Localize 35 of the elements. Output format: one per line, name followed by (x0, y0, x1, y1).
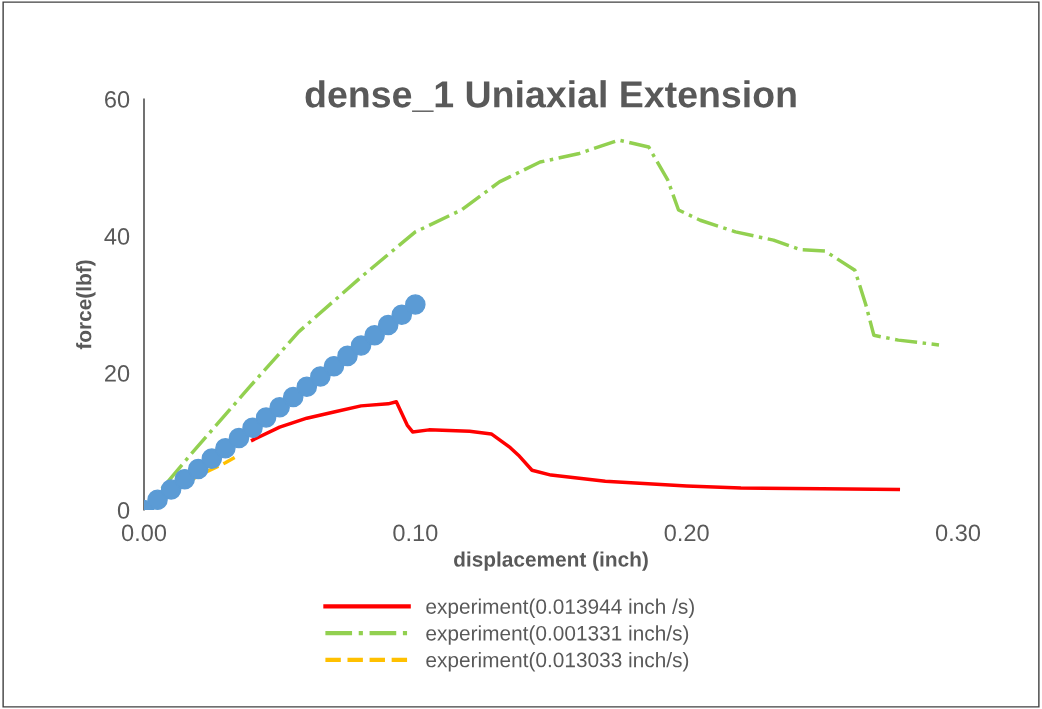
x-tick-label: 0.20 (664, 524, 709, 542)
point (310, 366, 331, 387)
point (350, 335, 372, 356)
point (405, 294, 426, 315)
y-tick-label: 40 (104, 228, 130, 245)
x-tick-label: 0.00 (121, 524, 167, 542)
y-axis-title: force(lbf) (76, 260, 96, 350)
x-tick-label: 0.30 (935, 524, 981, 542)
point (296, 376, 318, 397)
point (323, 355, 345, 377)
point (160, 479, 182, 500)
point (174, 468, 195, 490)
line-series (250, 400, 901, 492)
x-tick-label: 0.10 (393, 524, 438, 542)
chart-title: dense_1 Uniaxial Extension (305, 80, 796, 112)
point (228, 427, 250, 449)
y-tick-label: 20 (105, 365, 130, 382)
point (147, 489, 168, 510)
legend-label: experiment(0.013944 inch /s) (426, 598, 694, 619)
point (391, 304, 413, 326)
point (187, 458, 209, 480)
point (337, 345, 358, 367)
legend-label: experiment(0.001331 inch/s) (426, 625, 689, 645)
legend-label: experiment(0.013033 inch/s) (426, 652, 689, 672)
point (215, 438, 236, 459)
point (364, 325, 385, 346)
y-tick-label: 60 (105, 91, 130, 108)
point (255, 407, 277, 428)
y-tick-label: 0 (117, 502, 130, 519)
point (201, 448, 223, 469)
point (269, 396, 290, 418)
point (377, 314, 399, 336)
x-axis-title: displacement (inch) (454, 551, 648, 571)
point (242, 417, 263, 439)
point (282, 386, 304, 408)
